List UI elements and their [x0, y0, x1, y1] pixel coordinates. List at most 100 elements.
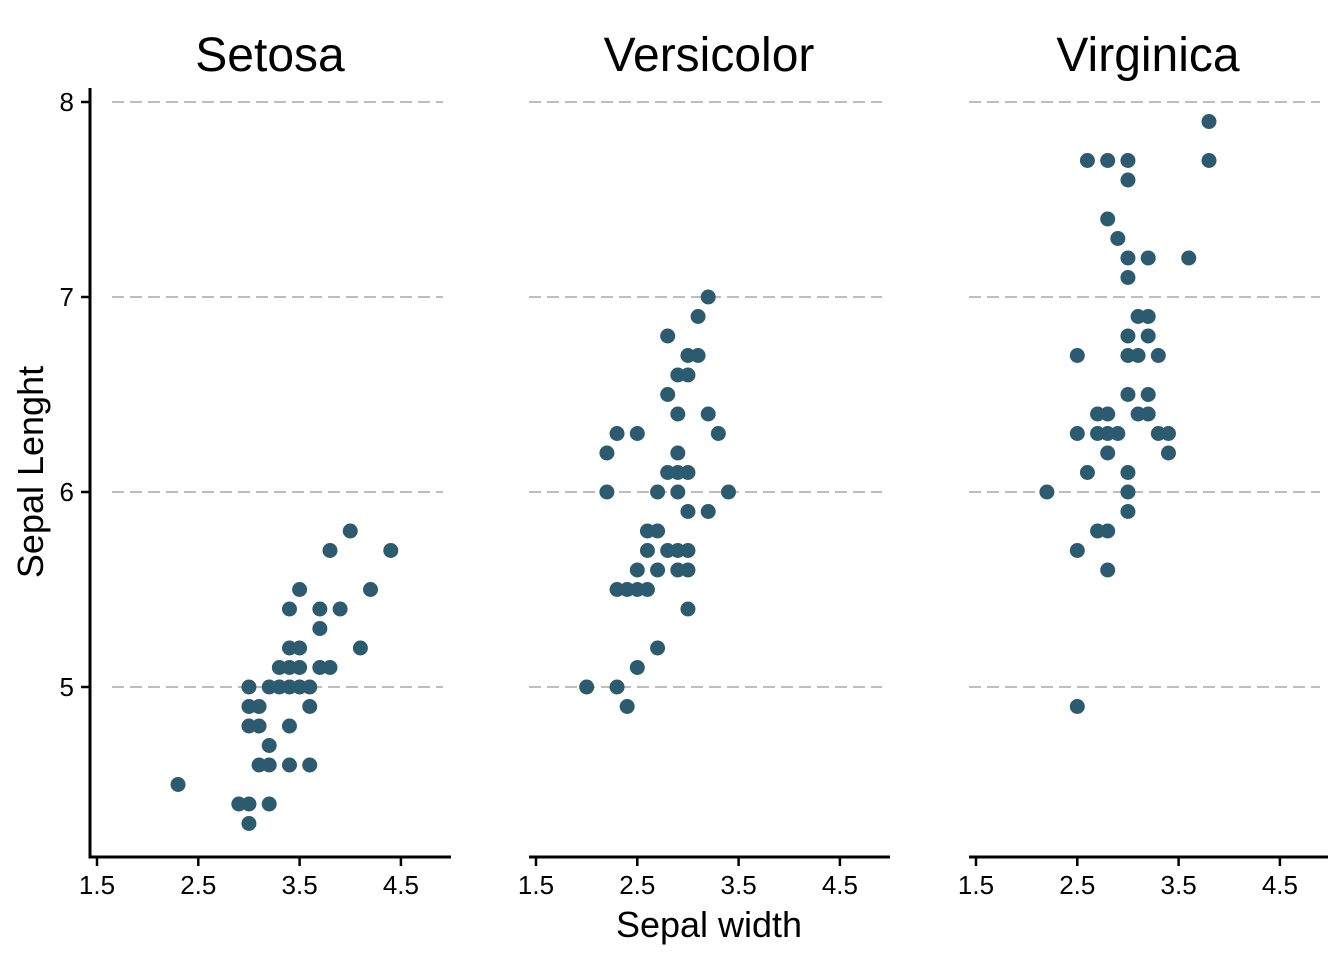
x-tick-label-setosa-2.5: 2.5 [180, 870, 216, 900]
data-point-setosa-21 [281, 757, 297, 773]
data-point-setosa-34 [332, 601, 348, 617]
data-points [170, 114, 1217, 831]
data-point-setosa-20 [281, 718, 297, 734]
data-point-virginica-5 [1079, 153, 1095, 168]
data-point-virginica-37 [1150, 348, 1166, 363]
data-point-virginica-22 [1120, 270, 1136, 285]
data-point-setosa-25 [292, 582, 308, 597]
data-point-versicolor-0 [579, 679, 595, 695]
gridlines [112, 101, 1320, 688]
data-point-versicolor-19 [660, 328, 676, 344]
data-point-virginica-26 [1120, 465, 1136, 480]
data-point-setosa-26 [302, 679, 318, 695]
data-point-versicolor-37 [690, 309, 706, 324]
data-point-setosa-4 [241, 816, 257, 831]
x-tick-label-versicolor-2.5: 2.5 [619, 870, 655, 900]
data-point-versicolor-20 [660, 387, 676, 402]
data-point-setosa-36 [352, 640, 368, 656]
data-point-setosa-35 [342, 523, 358, 539]
data-point-virginica-43 [1201, 153, 1217, 168]
data-point-versicolor-13 [639, 543, 655, 558]
data-point-versicolor-27 [670, 484, 686, 500]
x-tick-label-virginica-4.5: 4.5 [1262, 870, 1298, 900]
data-point-setosa-29 [312, 621, 328, 636]
data-point-setosa-2 [241, 796, 257, 812]
data-point-versicolor-12 [639, 582, 655, 597]
axes: 1.5 2.5 3.5 4.5 1.5 2.5 3.5 4.5 1.5 2.5 3.5 4.5 5 6 7 8 [60, 87, 1328, 900]
data-point-setosa-37 [363, 582, 379, 597]
data-point-virginica-2 [1069, 426, 1085, 441]
data-point-versicolor-10 [629, 562, 645, 578]
data-point-virginica-19 [1120, 153, 1136, 168]
data-point-versicolor-11 [629, 660, 645, 675]
data-point-setosa-27 [302, 699, 318, 714]
x-tick-label-setosa-1.5: 1.5 [79, 870, 115, 900]
y-tick-label-8: 8 [60, 87, 74, 117]
data-point-virginica-16 [1100, 562, 1116, 578]
x-tick-label-virginica-1.5: 1.5 [958, 870, 994, 900]
data-point-virginica-35 [1140, 387, 1156, 402]
x-axis-title: Sepal width [616, 904, 802, 945]
data-point-virginica-12 [1100, 406, 1116, 422]
data-point-versicolor-33 [680, 504, 696, 519]
data-point-virginica-27 [1120, 484, 1136, 500]
data-point-setosa-28 [302, 757, 318, 773]
data-point-virginica-4 [1069, 699, 1085, 714]
data-point-setosa-7 [251, 699, 267, 714]
data-point-versicolor-34 [680, 543, 696, 558]
data-point-versicolor-3 [609, 426, 625, 441]
data-point-virginica-33 [1140, 309, 1156, 324]
y-tick-label-5: 5 [60, 672, 74, 702]
y-tick-label-6: 6 [60, 477, 74, 507]
data-point-virginica-17 [1110, 231, 1126, 246]
y-axis-title: Sepal Lenght [10, 366, 51, 578]
data-point-virginica-34 [1140, 328, 1156, 344]
panel-title-setosa: Setosa [195, 29, 345, 82]
data-point-virginica-23 [1120, 328, 1136, 344]
data-point-virginica-11 [1100, 211, 1116, 227]
data-point-virginica-18 [1110, 426, 1126, 441]
data-point-versicolor-18 [650, 640, 666, 656]
data-point-virginica-15 [1100, 523, 1116, 539]
data-point-versicolor-39 [700, 289, 716, 305]
data-point-versicolor-5 [609, 679, 625, 695]
data-point-versicolor-31 [680, 367, 696, 383]
data-point-versicolor-35 [680, 562, 696, 578]
x-tick-label-virginica-2.5: 2.5 [1059, 870, 1095, 900]
data-point-setosa-0 [170, 777, 186, 792]
x-tick-label-virginica-3.5: 3.5 [1161, 870, 1197, 900]
data-point-versicolor-43 [720, 484, 736, 500]
data-point-virginica-36 [1140, 406, 1156, 422]
data-point-versicolor-17 [650, 562, 666, 578]
data-point-setosa-5 [241, 679, 257, 695]
data-point-versicolor-2 [599, 445, 615, 461]
x-tick-label-versicolor-4.5: 4.5 [822, 870, 858, 900]
data-point-virginica-21 [1120, 250, 1136, 266]
data-point-virginica-42 [1201, 114, 1217, 129]
data-point-versicolor-24 [670, 406, 686, 422]
data-point-versicolor-36 [680, 601, 696, 617]
data-point-setosa-9 [251, 718, 267, 734]
y-tick-label-7: 7 [60, 282, 74, 312]
data-point-versicolor-1 [599, 484, 615, 500]
panel-title-virginica: Virginica [1056, 29, 1240, 82]
data-point-setosa-32 [322, 660, 338, 675]
data-point-virginica-32 [1140, 250, 1156, 266]
x-tick-label-versicolor-3.5: 3.5 [721, 870, 757, 900]
data-point-versicolor-7 [619, 699, 635, 714]
data-point-setosa-23 [292, 660, 308, 675]
data-point-virginica-14 [1100, 445, 1116, 461]
x-tick-label-versicolor-1.5: 1.5 [518, 870, 554, 900]
data-point-virginica-30 [1130, 348, 1146, 363]
data-point-virginica-3 [1069, 543, 1085, 558]
data-point-virginica-1 [1069, 348, 1085, 363]
data-point-setosa-3 [261, 796, 277, 812]
data-point-setosa-30 [312, 601, 328, 617]
data-point-virginica-0 [1039, 484, 1055, 500]
data-point-versicolor-25 [670, 445, 686, 461]
data-point-versicolor-8 [629, 426, 645, 441]
data-point-setosa-10 [261, 738, 277, 753]
data-point-versicolor-40 [700, 406, 716, 422]
data-point-versicolor-15 [650, 484, 666, 500]
